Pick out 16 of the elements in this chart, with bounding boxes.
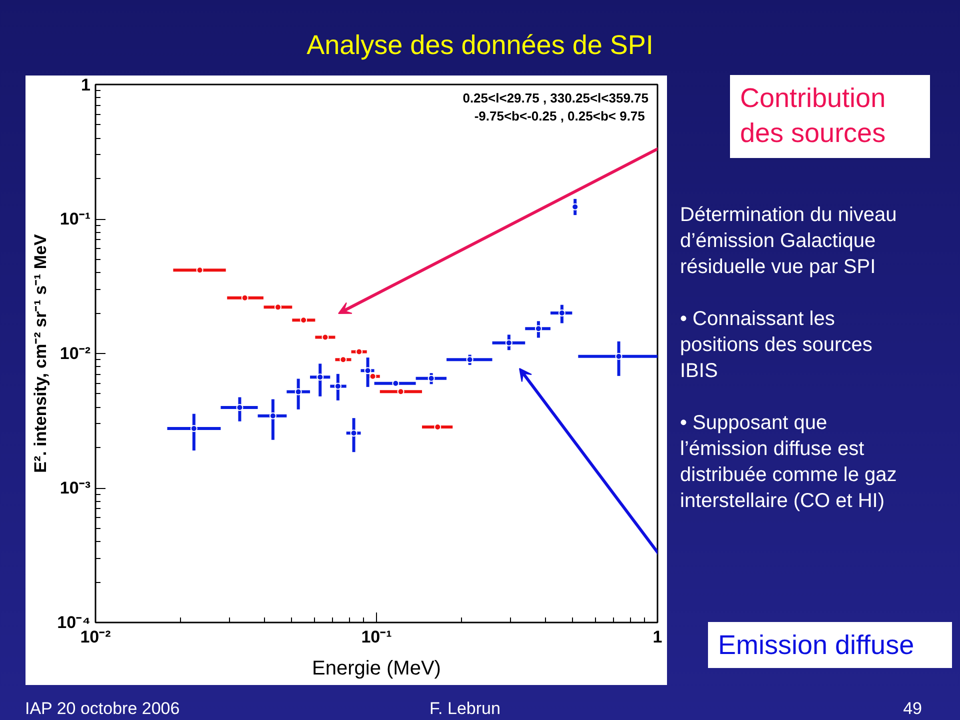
y-tick-label: 1 — [81, 76, 91, 94]
y-axis-title: E². intensity, cm⁻² sr⁻¹ s⁻¹ MeV — [31, 233, 50, 473]
y-tick-label: 10⁻³ — [60, 478, 91, 498]
x-tick-label: 1 — [652, 628, 662, 646]
text: F. Lebrun — [430, 698, 500, 720]
x-tick-label: 10⁻¹ — [361, 628, 392, 646]
text: 49 — [903, 698, 922, 720]
text: Emission diffuse — [708, 622, 952, 668]
text: Détermination du niveau d’émission Galactique résiduelle vue par SPI • Connaissant les positions des sources IBIS • Supposant que l’émission diffuse est distribuée comme le gaz interstellaire (CO et HI) — [680, 204, 897, 512]
y-tick-label: 10⁻² — [60, 344, 91, 363]
x-axis-title: Energie (MeV) — [312, 658, 441, 680]
text: IAP 20 octobre 2006 — [25, 698, 180, 720]
y-tick-label: 10⁻¹ — [60, 210, 91, 228]
chart-title: Analyse des données de SPI — [306, 29, 654, 62]
annotation: 0.25<l<29.75 , 330.25<l<359.75 -9.75<b<-0.25 , 0.25<b< 9.75 — [462, 90, 649, 124]
text: Contribution des sources — [730, 75, 930, 158]
